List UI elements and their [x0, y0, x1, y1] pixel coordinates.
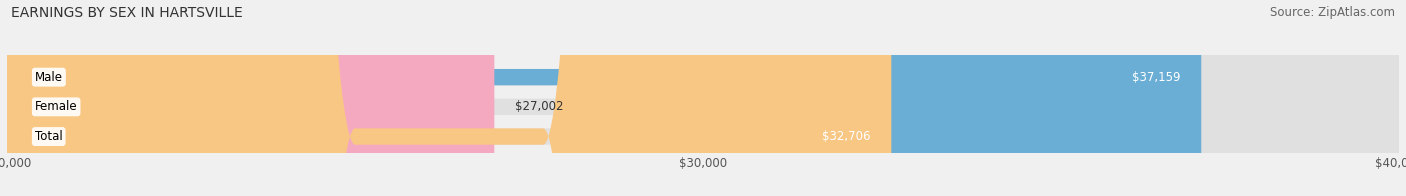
FancyBboxPatch shape — [7, 0, 1201, 196]
FancyBboxPatch shape — [7, 0, 1399, 196]
Text: Male: Male — [35, 71, 63, 84]
FancyBboxPatch shape — [7, 0, 1399, 196]
FancyBboxPatch shape — [7, 0, 1399, 196]
Text: Female: Female — [35, 100, 77, 113]
Text: Total: Total — [35, 130, 63, 143]
Text: $37,159: $37,159 — [1132, 71, 1181, 84]
Text: Source: ZipAtlas.com: Source: ZipAtlas.com — [1270, 6, 1395, 19]
Text: $27,002: $27,002 — [515, 100, 564, 113]
Text: $32,706: $32,706 — [823, 130, 870, 143]
FancyBboxPatch shape — [7, 0, 891, 196]
Text: EARNINGS BY SEX IN HARTSVILLE: EARNINGS BY SEX IN HARTSVILLE — [11, 6, 243, 20]
FancyBboxPatch shape — [7, 0, 495, 196]
